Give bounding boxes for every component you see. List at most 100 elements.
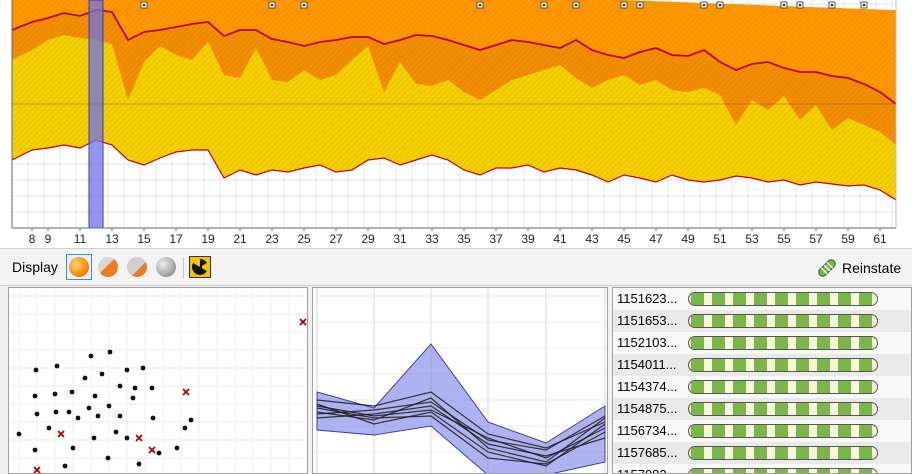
flag-marker-icon xyxy=(780,1,788,9)
flag-marker-icon xyxy=(268,1,276,9)
x-tick-label: 59 xyxy=(841,232,855,246)
x-tick-label: 27 xyxy=(329,232,343,246)
parallel-coordinates-panel[interactable] xyxy=(312,287,608,474)
display-option-orange[interactable] xyxy=(66,254,92,280)
x-tick-label: 31 xyxy=(393,232,407,246)
x-tick-label: 45 xyxy=(617,232,631,246)
list-item[interactable]: 1156734... xyxy=(613,420,911,442)
scatter-point xyxy=(130,395,136,401)
scatter-point xyxy=(34,411,40,417)
scatter-point xyxy=(174,445,180,451)
striped-status-bar xyxy=(688,446,878,460)
scatter-point xyxy=(182,425,188,431)
scatter-point xyxy=(132,385,138,391)
sample-id: 1152103... xyxy=(617,335,678,350)
x-tick-label: 61 xyxy=(873,232,887,246)
reinstate-button[interactable]: Reinstate xyxy=(816,255,901,281)
x-tick-label: 33 xyxy=(425,232,439,246)
flag-marker-icon xyxy=(828,1,836,9)
list-item[interactable]: 1154374... xyxy=(613,376,911,398)
gray-ball-icon xyxy=(156,257,176,277)
x-tick-label: 53 xyxy=(745,232,759,246)
outlier-marker xyxy=(57,430,65,438)
chart-canvas: 8 9 11 13 15 17 19 21 23 25 27 29 31 33 35 37 39 41 43 45 47… xyxy=(11,0,897,246)
x-tick-label: 11 xyxy=(74,232,87,246)
scatter-point xyxy=(66,409,72,415)
radiation-icon xyxy=(189,256,211,278)
flag-marker-icon xyxy=(476,1,484,9)
x-tick-label: 25 xyxy=(297,232,311,246)
sample-line xyxy=(316,407,606,465)
scatter-point xyxy=(54,363,60,369)
x-tick-label: 41 xyxy=(553,232,567,246)
flag-marker-icon xyxy=(540,1,548,9)
envelope-band xyxy=(316,343,606,473)
list-item[interactable]: 1154011... xyxy=(613,354,911,376)
list-item[interactable]: 1151653... xyxy=(613,310,911,332)
orange-ball-icon xyxy=(69,257,89,277)
scatter-point xyxy=(95,413,101,419)
scatter-point xyxy=(62,463,68,469)
scatter-point xyxy=(86,405,92,411)
flag-marker-icon xyxy=(300,1,308,9)
sample-id: 1151653... xyxy=(617,313,678,328)
sample-id: 1154875... xyxy=(617,401,678,416)
scatter-plot xyxy=(9,288,307,473)
main-chart[interactable]: 8 9 11 13 15 17 19 21 23 25 27 29 31 33 35 37 39 41 43 45 47… xyxy=(0,0,912,248)
striped-status-bar xyxy=(688,292,878,306)
list-item[interactable]: 1154875... xyxy=(613,398,911,420)
scatter-point xyxy=(124,435,130,441)
scatter-point xyxy=(16,431,22,437)
x-tick-label: 29 xyxy=(361,232,375,246)
median-line xyxy=(11,9,897,105)
outlier-marker xyxy=(135,434,143,442)
display-option-gray[interactable] xyxy=(153,254,179,280)
list-item[interactable]: 1157082... xyxy=(613,464,911,473)
scatter-point xyxy=(188,417,194,423)
x-tick-label: 49 xyxy=(681,232,695,246)
sample-id: 1154374... xyxy=(617,379,678,394)
scatter-plot-panel[interactable] xyxy=(8,287,308,474)
display-option-gray-orange[interactable] xyxy=(124,254,150,280)
scatter-point xyxy=(117,383,123,389)
list-item[interactable]: 1151623... xyxy=(613,288,911,310)
gray-orange-ball-icon xyxy=(127,257,147,277)
pill-icon xyxy=(818,259,836,277)
x-tick-label: 8 xyxy=(29,232,36,246)
scatter-point xyxy=(124,367,130,373)
outlier-marker xyxy=(299,318,307,326)
striped-status-bar xyxy=(688,468,878,473)
display-option-orange-gray[interactable] xyxy=(95,254,121,280)
x-tick-label: 15 xyxy=(137,232,151,246)
x-tick-label: 9 xyxy=(45,232,52,246)
x-tick-label: 55 xyxy=(777,232,791,246)
radiation-button[interactable] xyxy=(189,256,211,278)
flag-marker-icon xyxy=(716,1,724,9)
scatter-point xyxy=(32,393,38,399)
sample-list-panel[interactable]: 1151623... 1151653... 1152103... 1154011...… xyxy=(612,287,912,474)
x-tick-label: 37 xyxy=(489,232,503,246)
flag-marker-icon xyxy=(796,1,804,9)
sample-id: 1156734... xyxy=(617,423,678,438)
x-tick-label: 17 xyxy=(169,232,183,246)
scatter-point xyxy=(156,450,162,456)
sample-line xyxy=(316,405,606,457)
striped-status-bar xyxy=(688,380,878,394)
highlighted-column xyxy=(88,0,104,229)
flag-marker-icon xyxy=(572,1,580,9)
x-tick-label: 21 xyxy=(233,232,247,246)
outlier-marker xyxy=(33,466,41,473)
striped-status-bar xyxy=(688,314,878,328)
x-tick-label: 51 xyxy=(713,232,727,246)
outlier-marker xyxy=(182,388,190,396)
scatter-point xyxy=(92,393,98,399)
list-item[interactable]: 1157685... xyxy=(613,442,911,464)
scatter-point xyxy=(91,435,97,441)
sample-id: 1154011... xyxy=(617,357,677,372)
scatter-point xyxy=(99,371,105,377)
scatter-point xyxy=(53,409,59,415)
list-item[interactable]: 1152103... xyxy=(613,332,911,354)
sample-id: 1157685... xyxy=(617,445,678,460)
flag-marker-icon xyxy=(860,1,868,9)
orange-gray-ball-icon xyxy=(98,257,118,277)
